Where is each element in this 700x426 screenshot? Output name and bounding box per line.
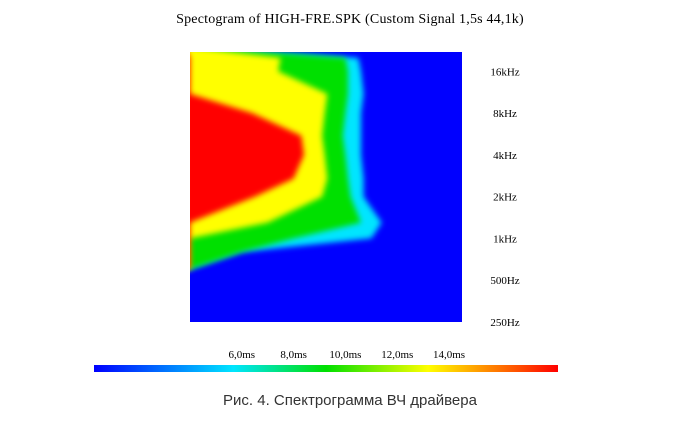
y-tick-label: 2kHz [493,192,517,204]
x-axis-ticks: 6,0ms 8,0ms 10,0ms 12,0ms 14,0ms [229,349,466,361]
x-tick-label: 8,0ms [280,349,307,361]
x-tick-label: 14,0ms [433,349,465,361]
plot-area [190,52,462,322]
y-tick-label: 250Hz [490,317,519,329]
y-tick-label: 8kHz [493,108,517,120]
x-tick-label: 10,0ms [329,349,361,361]
y-axis-ticks: 16kHz 8kHz 4kHz 2kHz 1kHz 500Hz 250Hz [490,66,519,329]
y-tick-label: 16kHz [490,66,519,78]
x-tick-label: 12,0ms [381,349,413,361]
figure-caption: Рис. 4. Спектрограмма ВЧ драйвера [223,392,477,409]
y-tick-label: 500Hz [490,275,519,287]
x-tick-label: 6,0ms [229,349,256,361]
chart-title: Spectogram of HIGH-FRE.SPK (Custom Signa… [176,12,524,27]
colorbar [94,365,558,372]
y-tick-label: 4kHz [493,150,517,162]
energy-contour-red [190,57,304,270]
y-tick-label: 1kHz [493,233,517,245]
